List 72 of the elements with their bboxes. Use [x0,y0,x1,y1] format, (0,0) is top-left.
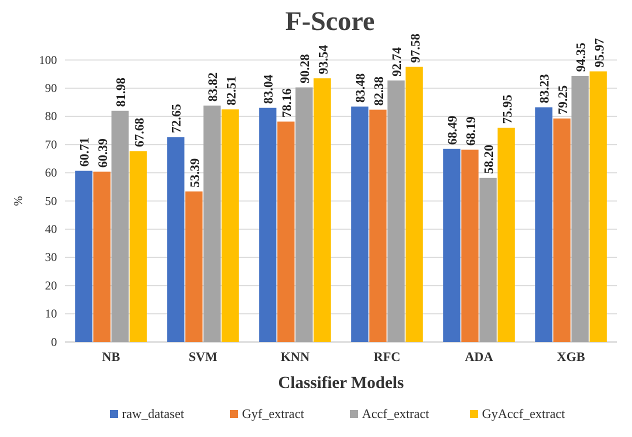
data-label: 68.49 [444,115,460,145]
x-tick-label: SVM [188,349,218,364]
data-label: 58.20 [481,144,496,174]
data-label: 60.71 [76,138,92,167]
data-label: 83.04 [260,74,276,104]
bar [387,80,405,342]
bar [93,172,111,342]
data-label: 72.65 [168,103,184,134]
bar [203,106,221,342]
x-tick-label: ADA [464,349,494,364]
bar [535,107,552,342]
y-tick-label: 50 [45,194,57,208]
data-label: 75.95 [499,94,514,124]
bar [406,66,423,342]
y-tick-label: 100 [39,52,57,67]
data-label: 94.35 [573,42,588,72]
legend-label: Accf_extract [362,406,430,421]
y-axis-title: % [11,196,25,206]
legend-label: GyAccf_extract [482,406,566,421]
y-tick-label: 0 [51,334,57,349]
data-label: 53.39 [186,158,202,188]
x-axis-title: Classifier Models [278,373,404,392]
bar [498,128,515,342]
data-label: 83.82 [205,72,220,102]
bar [75,170,92,342]
y-tick-label: 80 [45,109,57,124]
y-tick-label: 70 [45,137,57,152]
x-tick-label: KNN [280,349,310,364]
bar [295,87,313,342]
bar [277,122,295,342]
data-label: 90.28 [297,54,312,84]
y-tick-label: 10 [45,306,57,321]
chart-title: F-Score [285,6,375,36]
data-label: 81.98 [113,77,128,107]
x-tick-label: RFC [374,349,400,364]
bar [461,150,479,342]
data-label: 68.19 [462,116,478,146]
data-label: 83.23 [536,74,552,104]
y-tick-label: 90 [45,81,57,96]
data-label: 67.68 [131,117,146,148]
y-tick-label: 30 [45,250,57,264]
x-tick-label: XGB [556,349,586,364]
bar [314,78,331,342]
data-label: 93.54 [315,44,330,74]
bar [443,148,460,342]
bar [571,76,589,342]
data-label: 60.39 [94,138,110,168]
x-tick-label: NB [102,349,120,364]
y-tick-label: 40 [45,222,57,236]
legend-label: raw_dataset [122,406,184,421]
bar [369,110,387,342]
bar [479,178,497,342]
data-label: 95.97 [591,38,606,68]
bar [351,106,368,342]
bar [185,191,203,342]
bar [590,71,607,342]
bar [222,109,239,342]
data-label: 92.74 [389,46,404,76]
y-tick-label: 20 [45,278,57,292]
data-label: 82.51 [223,76,238,106]
data-label: 83.48 [352,72,368,103]
bar [259,108,276,342]
y-tick-label: 60 [45,166,57,180]
bar [553,118,571,342]
data-label: 79.25 [554,84,570,115]
bar [111,110,129,342]
data-label: 97.58 [407,33,422,63]
bar [167,137,184,342]
data-label: 78.16 [278,88,294,118]
bar [130,151,147,342]
data-label: 82.38 [370,76,386,106]
legend-label: Gyf_extract [242,406,304,421]
